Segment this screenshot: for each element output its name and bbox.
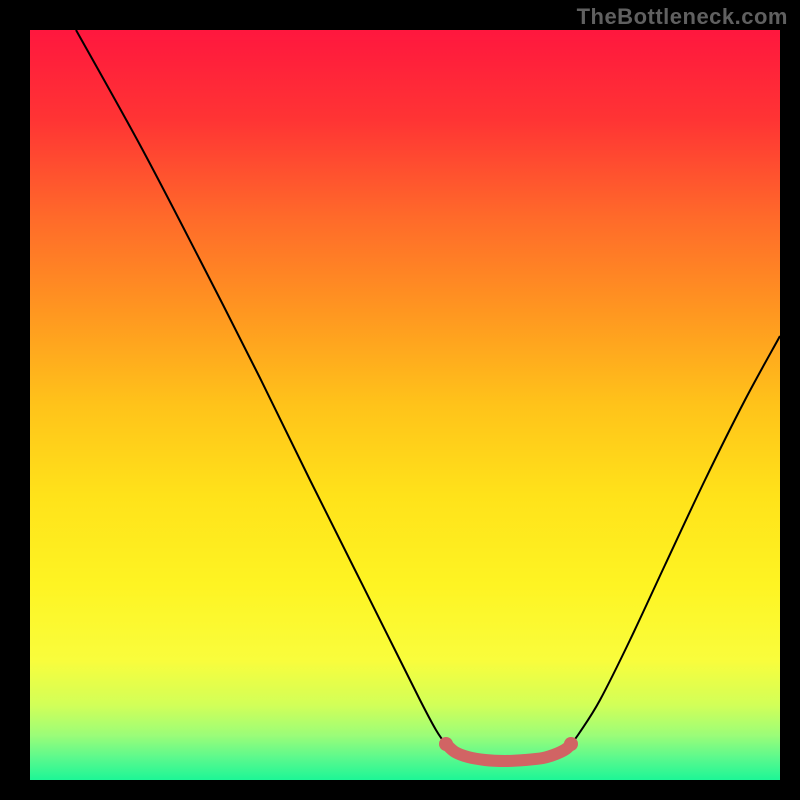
plot-background — [30, 30, 780, 780]
chart-svg — [0, 0, 800, 800]
watermark-text: TheBottleneck.com — [577, 4, 788, 30]
